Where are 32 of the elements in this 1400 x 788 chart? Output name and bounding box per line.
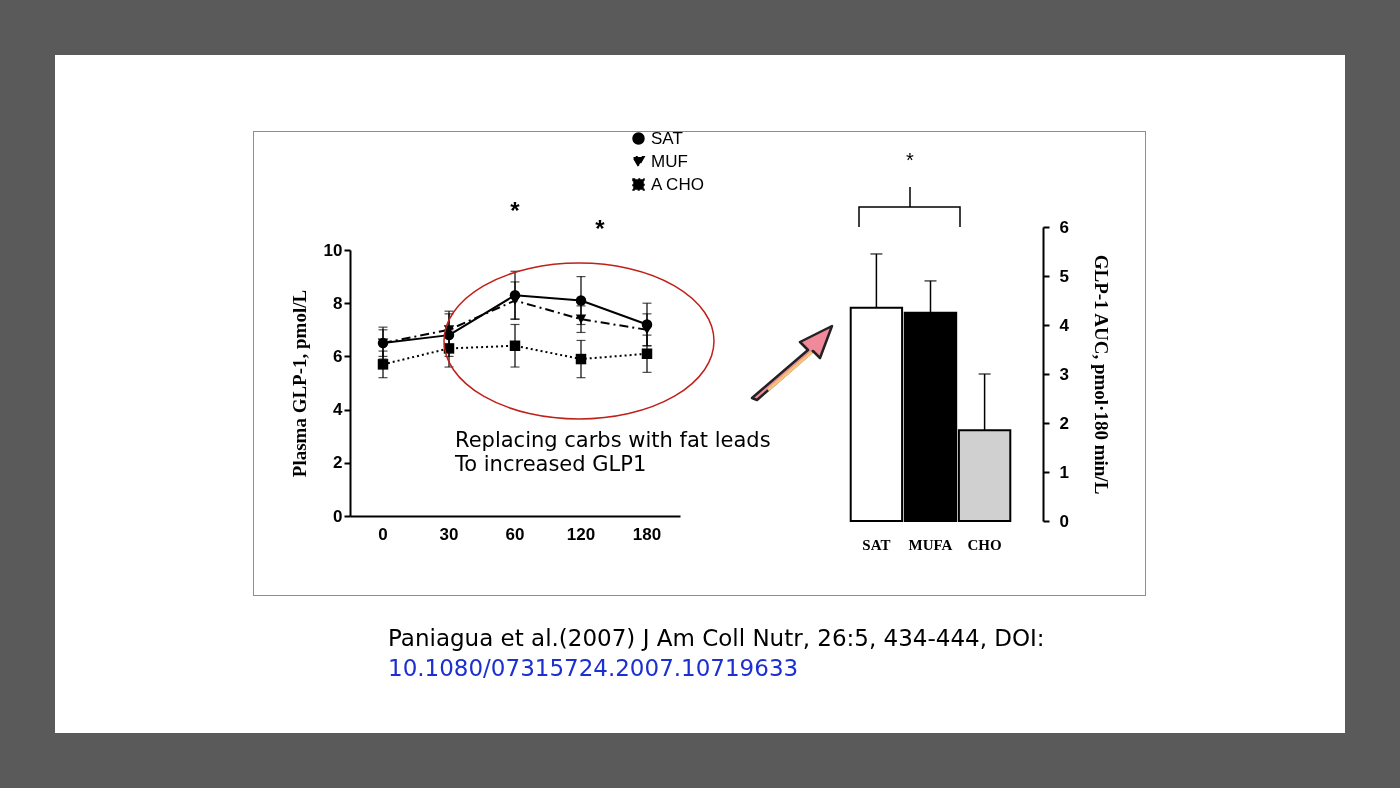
- text: Paniagua et al.(2007) J Am Coll Nutr, 26:5, 434-444, DOI:: [388, 625, 1045, 651]
- y-tick-label: 3: [1059, 364, 1069, 384]
- x-tick-label: CHO: [967, 536, 1002, 553]
- legend-label: A CHO: [651, 174, 704, 194]
- y-axis-title: Plasma GLP-1, pmol/L: [288, 289, 310, 478]
- x-tick-label: 60: [505, 524, 525, 544]
- legend-label: SAT: [651, 128, 683, 148]
- y-tick-label: 6: [333, 346, 343, 366]
- x-tick-label: 0: [378, 524, 388, 544]
- y-tick-label: 0: [1059, 511, 1069, 531]
- text: *: [510, 197, 521, 224]
- text: *: [595, 215, 606, 242]
- y-axis-title: GLP-1 AUC, pmol·180 min/L: [1090, 254, 1112, 495]
- x-tick-label: 120: [566, 524, 596, 544]
- y-tick-label: 1: [1059, 462, 1069, 482]
- x-tick-label: SAT: [862, 536, 891, 553]
- x-tick-label: 180: [632, 524, 662, 544]
- x-tick-label: 30: [439, 524, 459, 544]
- text: *: [906, 149, 915, 171]
- y-tick-label: 5: [1059, 266, 1069, 286]
- text: 10.1080/07315724.2007.10719633: [388, 655, 799, 681]
- y-tick-label: 10: [323, 240, 343, 260]
- x-tick-label: MUFA: [908, 536, 953, 553]
- y-tick-label: 2: [333, 453, 343, 473]
- y-tick-label: 6: [1059, 217, 1069, 237]
- y-tick-label: 4: [1059, 315, 1070, 335]
- annotation: Replacing carbs with fat leads To increased GLP1: [455, 428, 771, 476]
- legend-label: MUF: [651, 151, 688, 171]
- y-tick-label: 2: [1059, 413, 1069, 433]
- y-tick-label: 4: [333, 400, 344, 420]
- y-tick-label: 0: [333, 506, 343, 526]
- y-tick-label: 8: [333, 293, 343, 313]
